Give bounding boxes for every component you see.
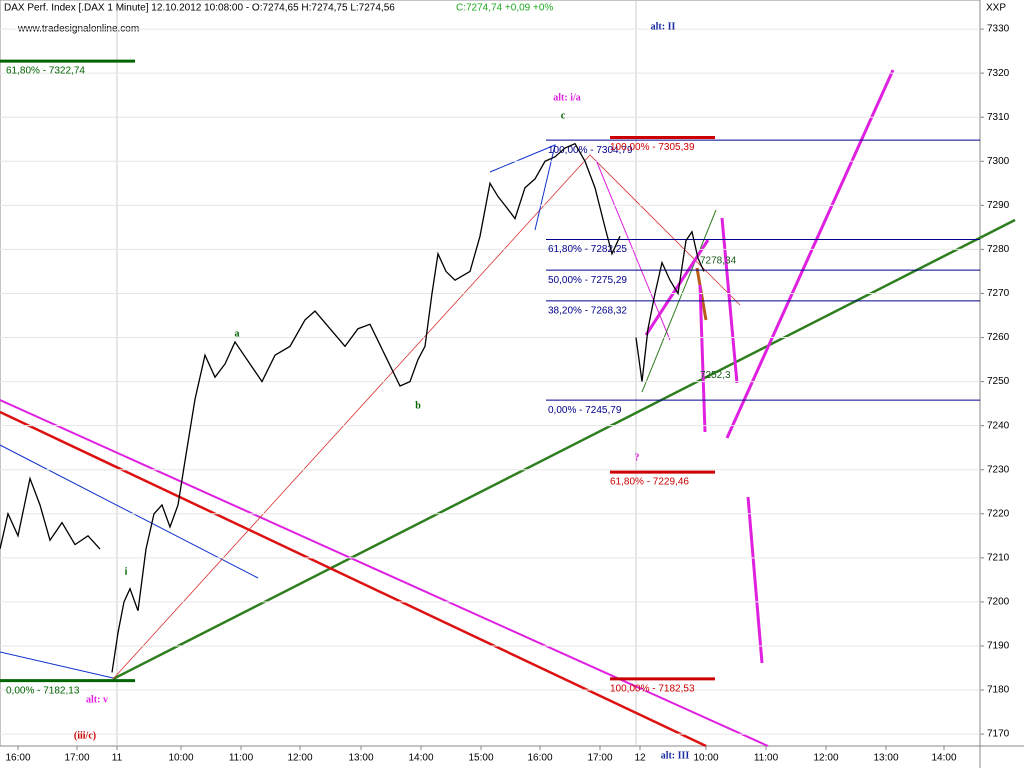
y-tick-label: 7270 [987,288,1010,299]
trend-line [0,399,769,747]
plot-area [0,0,981,747]
wave-label: alt: III [661,750,690,761]
y-tick-label: 7210 [987,552,1010,563]
y-tick-label: 7250 [987,376,1010,387]
trend-line [0,651,114,679]
fib-label: 50,00% - 7275,29 [548,275,627,286]
chart-title: DAX Perf. Index [.DAX 1 Minute] 12.10.20… [4,3,395,14]
y-tick-label: 7240 [987,420,1010,431]
fib-label: 0,00% - 7245,79 [548,405,622,416]
fib-label: 61,80% - 7322,74 [6,66,85,77]
y-tick-label: 7320 [987,68,1010,79]
y-tick-label: 7190 [987,641,1010,652]
y-tick-label: 7330 [987,24,1010,35]
fib-label: 100,00% - 7182,53 [610,684,695,695]
y-tick-label: 7290 [987,200,1010,211]
x-tick-label: 13:00 [348,753,373,764]
chart-title-change: C:7274,74 +0,09 +0% [456,3,553,14]
x-tick-label: 17:00 [64,753,89,764]
x-tick-label: 10:00 [693,753,718,764]
x-tick-label: 17:00 [587,753,612,764]
y-tick-label: 7230 [987,464,1010,475]
fib-label: 100,00% - 7304,79 [548,145,633,156]
wave-label: alt: v [86,694,108,705]
projection [725,69,895,439]
x-tick-label: 11:00 [229,753,254,764]
wave-label: ? [635,452,640,463]
x-tick-label: 10:00 [168,753,193,764]
wave-label: alt: i/a [553,92,581,103]
trend-line [112,218,1016,681]
fib-label: 100,00% - 7305,39 [610,142,695,153]
price-line [635,230,705,382]
y-axis-label: XXP [986,3,1006,14]
y-tick-label: 7310 [987,112,1010,123]
wave-label: b [415,400,421,411]
trend-line [0,444,259,579]
fib-label: 0,00% - 7182,13 [6,685,80,696]
price-label: 7278,34 [700,255,737,266]
x-tick-label: 11 [112,753,123,764]
projection [746,496,764,664]
y-tick-label: 7280 [987,244,1010,255]
fib-label: 61,80% - 7282,25 [548,244,627,255]
y-tick-label: 7300 [987,156,1010,167]
x-tick-label: 11:00 [754,753,779,764]
projection [698,284,707,433]
x-tick-label: 16:00 [5,753,30,764]
x-tick-label: 14:00 [408,753,433,764]
trend-line [489,144,556,231]
price-line [111,142,621,673]
trend-line [595,159,671,341]
x-tick-label: 16:00 [527,753,552,764]
y-tick-label: 7170 [987,729,1010,740]
x-tick-label: 14:00 [931,753,956,764]
trend-line [112,154,741,680]
y-tick-label: 7200 [987,597,1010,608]
y-tick-label: 7260 [987,332,1010,343]
x-tick-label: 12:00 [813,753,838,764]
price-line [0,476,101,550]
wave-label: a [235,328,240,339]
y-tick-label: 7220 [987,508,1010,519]
x-tick-label: 13:00 [873,753,898,764]
wave-label: i [125,566,128,577]
wave-label: (iii/c) [74,730,96,741]
x-tick-label: 12:00 [287,753,312,764]
x-tick-label: 12 [634,753,646,764]
fib-label: 61,80% - 7229,46 [610,477,689,488]
fib-label: 38,20% - 7268,32 [548,306,627,317]
wave-label: c [561,110,566,121]
y-tick-label: 7180 [987,685,1010,696]
price-label: 7252,3 [700,370,731,381]
x-tick-label: 15:00 [468,753,493,764]
wave-label: alt: II [651,21,676,32]
